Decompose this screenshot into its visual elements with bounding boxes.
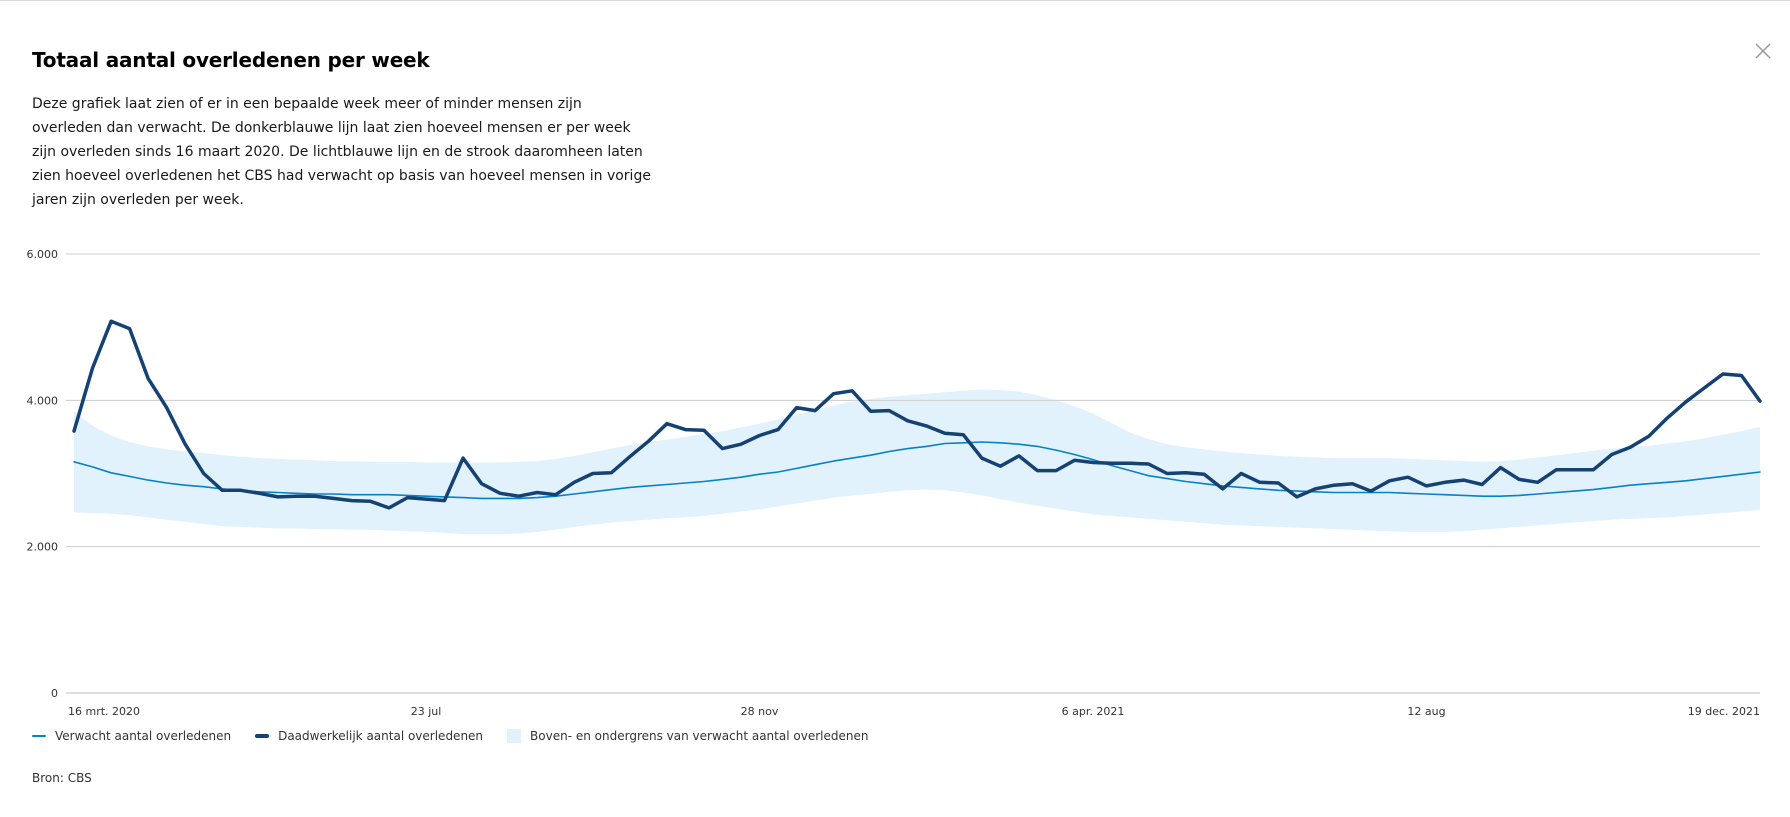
- legend-label-actual: Daadwerkelijk aantal overledenen: [278, 729, 484, 743]
- legend-item-actual[interactable]: Daadwerkelijk aantal overledenen: [255, 729, 483, 743]
- x-tick-label: 19 dec. 2021: [1688, 705, 1760, 718]
- legend-label-expected: Verwacht aantal overledenen: [55, 729, 232, 743]
- source-note: Bron: CBS: [32, 771, 92, 785]
- chart-title: Totaal aantal overledenen per week: [32, 48, 430, 72]
- legend-swatch-actual: [255, 734, 270, 738]
- legend-swatch-band: [507, 729, 522, 743]
- close-button[interactable]: [1748, 36, 1778, 66]
- top-divider: [0, 0, 1790, 1]
- y-tick-label: 6.000: [27, 248, 59, 261]
- close-icon: [1755, 43, 1771, 59]
- expected-range-band: [74, 389, 1760, 535]
- legend-item-band[interactable]: Boven- en ondergrens van verwacht aantal…: [507, 729, 868, 743]
- chart-legend: Verwacht aantal overledenen Daadwerkelij…: [32, 729, 892, 743]
- chart-description: Deze grafiek laat zien of er in een bepa…: [32, 96, 651, 208]
- actual-deaths-line: [72, 319, 1762, 510]
- legend-swatch-expected: [32, 735, 46, 737]
- legend-label-band: Boven- en ondergrens van verwacht aantal…: [530, 729, 869, 743]
- y-tick-label: 0: [51, 687, 58, 700]
- x-tick-label: 6 apr. 2021: [1062, 705, 1125, 718]
- y-tick-label: 2.000: [27, 541, 59, 554]
- mortality-line-chart: 0 2.000 4.000 6.000 16 mrt. 2020 23 jul 28 nov…: [27, 248, 1762, 718]
- x-tick-label: 16 mrt. 2020: [68, 705, 140, 718]
- x-tick-label: 12 aug: [1407, 705, 1445, 718]
- x-tick-label: 23 jul: [411, 705, 442, 718]
- expected-deaths-line: [73, 441, 1761, 500]
- legend-item-expected[interactable]: Verwacht aantal overledenen: [32, 729, 231, 743]
- y-tick-label: 4.000: [27, 394, 59, 407]
- x-tick-label: 28 nov: [741, 705, 779, 718]
